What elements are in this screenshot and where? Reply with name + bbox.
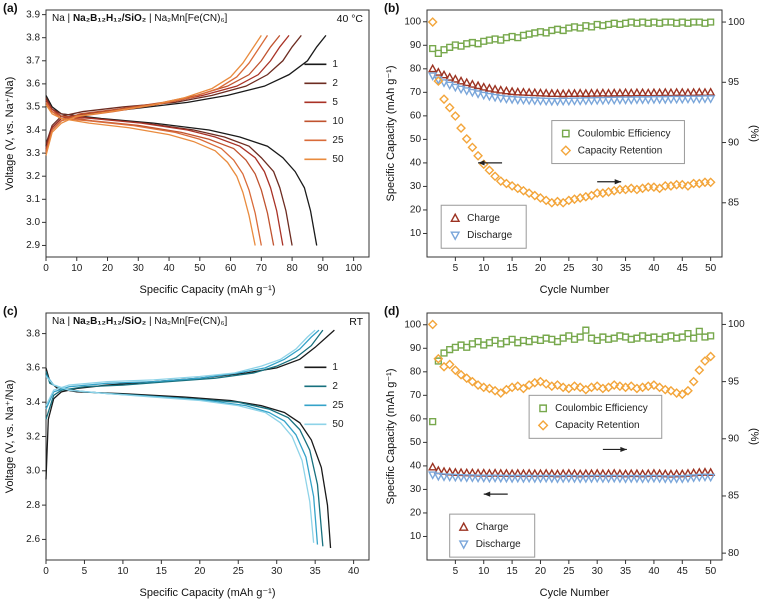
panel-d-plot-canvas — [381, 303, 762, 606]
panel-c-temperature-tag: RT — [349, 316, 363, 328]
panel-d-letter: (d) — [384, 304, 400, 318]
panel-c: (c) Na | Na₂B₁₂H₁₂/SiO₂ | Na₂Mn[Fe(CN)₆]… — [0, 303, 381, 606]
panel-c-letter: (c) — [3, 304, 18, 318]
panel-b-letter: (b) — [384, 1, 400, 15]
panel-a: (a) Na | Na₂B₁₂H₁₂/SiO₂ | Na₂Mn[Fe(CN)₆]… — [0, 0, 381, 303]
panel-d: (d) — [381, 303, 762, 606]
panel-c-cell-config-title: Na | Na₂B₁₂H₁₂/SiO₂ | Na₂Mn[Fe(CN)₆] — [52, 316, 227, 327]
cell-electrolyte-label: Na₂B₁₂H₁₂/SiO₂ — [72, 316, 147, 327]
cell-cathode-label: | Na₂Mn[Fe(CN)₆] — [146, 13, 228, 24]
cell-anode-label: Na | — [52, 316, 73, 327]
panel-b: (b) — [381, 0, 762, 303]
panel-a-letter: (a) — [3, 1, 18, 15]
panel-a-temperature-tag: 40 °C — [336, 13, 363, 25]
panel-a-cell-config-title: Na | Na₂B₁₂H₁₂/SiO₂ | Na₂Mn[Fe(CN)₆] — [52, 13, 227, 24]
cell-anode-label: Na | — [52, 13, 73, 24]
cell-cathode-label: | Na₂Mn[Fe(CN)₆] — [146, 316, 228, 327]
panel-c-plot-canvas — [0, 303, 381, 606]
panel-a-plot-canvas — [0, 0, 381, 303]
cell-electrolyte-label: Na₂B₁₂H₁₂/SiO₂ — [72, 13, 147, 24]
panel-b-plot-canvas — [381, 0, 762, 303]
